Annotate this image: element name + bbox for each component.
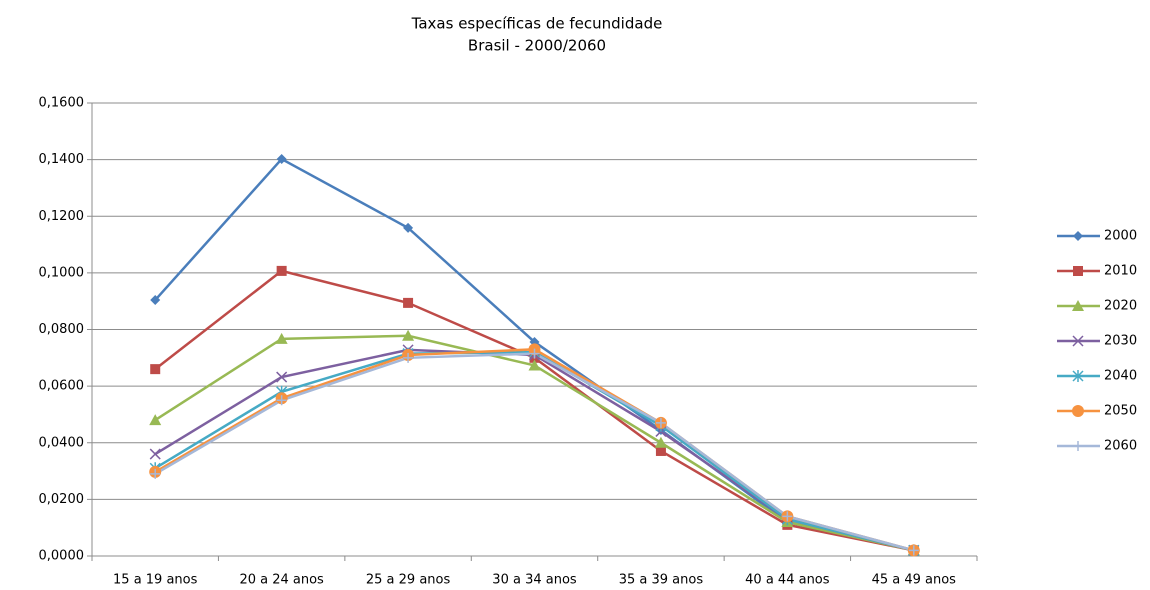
x-tick-label: 40 a 44 anos — [745, 573, 830, 588]
legend-label: 2000 — [1104, 229, 1137, 244]
series-line — [154, 269, 915, 552]
y-tick-label: 0,0600 — [39, 379, 85, 394]
marker — [150, 468, 161, 479]
marker — [403, 352, 414, 363]
x-tick-label: 35 a 39 anos — [619, 573, 704, 588]
marker — [1073, 441, 1083, 451]
y-tick-label: 0,0200 — [39, 492, 85, 507]
y-tick-label: 0,1400 — [39, 152, 85, 167]
x-tick-label: 30 a 34 anos — [492, 573, 577, 588]
marker — [528, 359, 541, 371]
marker — [1072, 370, 1084, 382]
x-tick-label: 25 a 29 anos — [366, 573, 451, 588]
marker — [276, 154, 287, 165]
marker — [782, 511, 793, 522]
x-tick-label: 20 a 24 anos — [239, 573, 324, 588]
legend-label: 2040 — [1104, 369, 1137, 384]
marker — [275, 332, 288, 344]
marker — [149, 448, 161, 460]
x-tick-label: 15 a 19 anos — [113, 573, 198, 588]
series-line — [154, 352, 915, 552]
marker — [402, 329, 415, 341]
marker — [276, 371, 288, 383]
y-tick-label: 0,0000 — [39, 549, 85, 564]
marker — [1073, 266, 1083, 276]
y-tick-label: 0,1200 — [39, 209, 85, 224]
legend-label: 2020 — [1104, 299, 1137, 314]
marker — [150, 295, 161, 306]
legend-label: 2050 — [1104, 404, 1137, 419]
marker — [276, 265, 287, 276]
marker — [150, 364, 161, 375]
marker — [1073, 231, 1083, 241]
marker — [655, 417, 666, 428]
y-tick-label: 0,0400 — [39, 435, 85, 450]
marker — [403, 297, 414, 308]
marker — [1072, 300, 1084, 311]
marker — [149, 414, 162, 426]
y-tick-label: 0,0800 — [39, 322, 85, 337]
y-tick-label: 0,1000 — [39, 265, 85, 280]
marker — [529, 348, 540, 359]
marker — [908, 545, 919, 556]
y-tick-label: 0,1600 — [39, 96, 85, 111]
chart-title: Taxas específicas de fecundidade — [411, 15, 663, 33]
chart-subtitle: Brasil - 2000/2060 — [468, 37, 606, 55]
marker — [1072, 335, 1084, 347]
marker — [1072, 405, 1084, 417]
marker — [654, 436, 667, 448]
x-tick-label: 45 a 49 anos — [872, 573, 957, 588]
legend-label: 2010 — [1104, 264, 1137, 279]
marker — [276, 395, 287, 406]
legend-label: 2030 — [1104, 334, 1137, 349]
marker — [403, 222, 414, 233]
legend-label: 2060 — [1104, 439, 1137, 454]
marker — [655, 445, 666, 456]
